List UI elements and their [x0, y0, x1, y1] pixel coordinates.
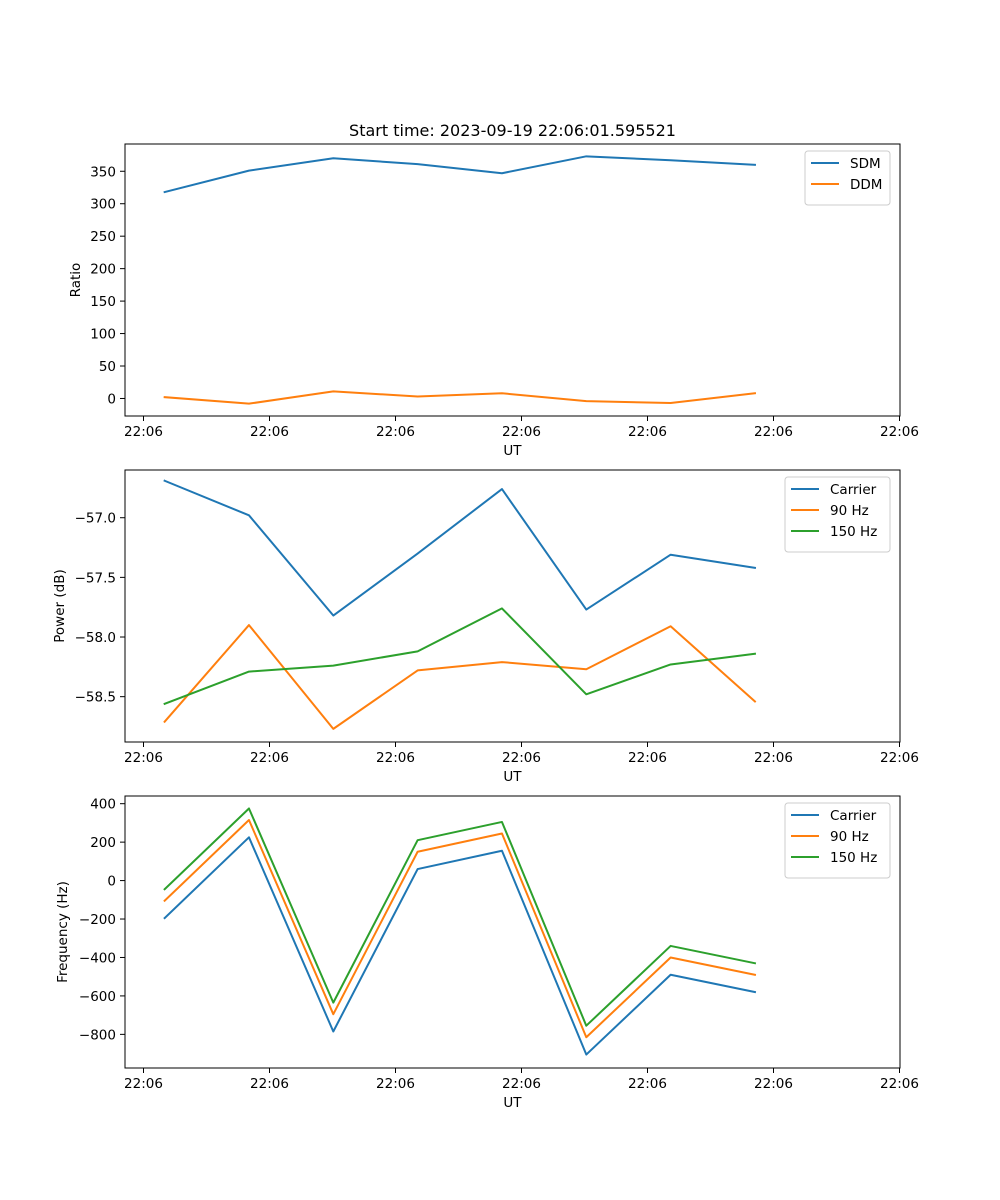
- x-tick-label: 22:06: [124, 424, 163, 440]
- series-line-carrier: [163, 479, 757, 617]
- series-line-ddm: [163, 390, 757, 405]
- legend-label: SDM: [850, 156, 881, 172]
- legend: Carrier 90 Hz 150 Hz: [784, 476, 891, 553]
- x-tick-label: 22:06: [250, 1076, 289, 1092]
- x-tick-label: 22:06: [880, 424, 919, 440]
- legend-label: 90 Hz: [830, 829, 869, 845]
- x-tick-label: 22:06: [376, 750, 415, 766]
- axes-frame: [124, 795, 901, 1069]
- x-tick-label: 22:06: [880, 1076, 919, 1092]
- x-tick-label: 22:06: [628, 750, 667, 766]
- y-axis-label: Frequency (Hz): [55, 881, 71, 983]
- y-tick-label: 50: [99, 359, 116, 375]
- y-axis-label: Ratio: [68, 263, 84, 298]
- subplots: 22:06 22:06 22:06 22:06 22:06 22:06 22:06 0 50 10…: [52, 143, 919, 1111]
- y-tick-label: −57.5: [75, 570, 116, 586]
- y-tick-label: 200: [90, 835, 116, 851]
- x-axis-label: UT: [503, 769, 522, 785]
- legend: SDM DDM: [804, 150, 891, 206]
- x-tick-label: 22:06: [376, 424, 415, 440]
- x-tick-label: 22:06: [754, 424, 793, 440]
- series-line-carrier: [163, 836, 757, 1056]
- series-line-90-hz: [163, 819, 757, 1039]
- y-tick-label: −800: [79, 1027, 116, 1043]
- legend-box: [784, 476, 891, 553]
- y-tick-label: −58.0: [75, 630, 116, 646]
- y-tick-label: 150: [90, 294, 116, 310]
- legend: Carrier 90 Hz 150 Hz: [784, 802, 891, 879]
- y-tick-label: 250: [90, 229, 116, 245]
- legend-label: 150 Hz: [830, 850, 877, 866]
- legend-label: 90 Hz: [830, 503, 869, 519]
- y-tick-label: 100: [90, 327, 116, 343]
- x-tick-label: 22:06: [754, 1076, 793, 1092]
- y-axis-label: Power (dB): [52, 569, 68, 642]
- axes-frame: [124, 143, 901, 417]
- x-tick-label: 22:06: [502, 750, 541, 766]
- series-line-90-hz: [163, 624, 757, 730]
- x-tick-label: 22:06: [124, 750, 163, 766]
- y-tick-label: 350: [90, 164, 116, 180]
- y-tick-label: 400: [90, 797, 116, 813]
- legend-label: DDM: [850, 177, 882, 193]
- x-axis-label: UT: [503, 1095, 522, 1111]
- axes-frame: [124, 469, 901, 743]
- y-tick-label: 0: [107, 874, 116, 890]
- legend-label: Carrier: [830, 482, 877, 498]
- y-tick-label: 200: [90, 262, 116, 278]
- x-axis-label: UT: [503, 443, 522, 459]
- legend-box: [784, 802, 891, 879]
- series-line-sdm: [163, 155, 757, 194]
- x-tick-label: 22:06: [628, 1076, 667, 1092]
- y-tick-label: −400: [79, 950, 116, 966]
- y-tick-label: −600: [79, 989, 116, 1005]
- y-tick-label: 0: [107, 391, 116, 407]
- legend-box: [804, 150, 891, 206]
- x-tick-label: 22:06: [502, 424, 541, 440]
- y-tick-label: −57.0: [75, 511, 116, 527]
- subplot-3: 22:06 22:06 22:06 22:06 22:06 22:06 22:06 −800 −…: [55, 795, 919, 1111]
- y-tick-label: −200: [79, 912, 116, 928]
- legend-label: Carrier: [830, 808, 877, 824]
- x-tick-label: 22:06: [250, 424, 289, 440]
- x-tick-label: 22:06: [502, 1076, 541, 1092]
- y-tick-label: 300: [90, 197, 116, 213]
- series-line-150-hz: [163, 607, 757, 706]
- subplot-2: 22:06 22:06 22:06 22:06 22:06 22:06 22:06 −58.5…: [52, 469, 919, 785]
- y-tick-label: −58.5: [75, 690, 116, 706]
- subplot-1: 22:06 22:06 22:06 22:06 22:06 22:06 22:06 0 50 10…: [68, 143, 919, 459]
- x-tick-label: 22:06: [250, 750, 289, 766]
- x-tick-label: 22:06: [628, 424, 667, 440]
- legend-label: 150 Hz: [830, 524, 877, 540]
- x-tick-label: 22:06: [376, 1076, 415, 1092]
- x-tick-label: 22:06: [880, 750, 919, 766]
- series-line-150-hz: [163, 807, 757, 1027]
- x-tick-label: 22:06: [754, 750, 793, 766]
- figure-title: Start time: 2023-09-19 22:06:01.595521: [349, 121, 676, 140]
- x-tick-label: 22:06: [124, 1076, 163, 1092]
